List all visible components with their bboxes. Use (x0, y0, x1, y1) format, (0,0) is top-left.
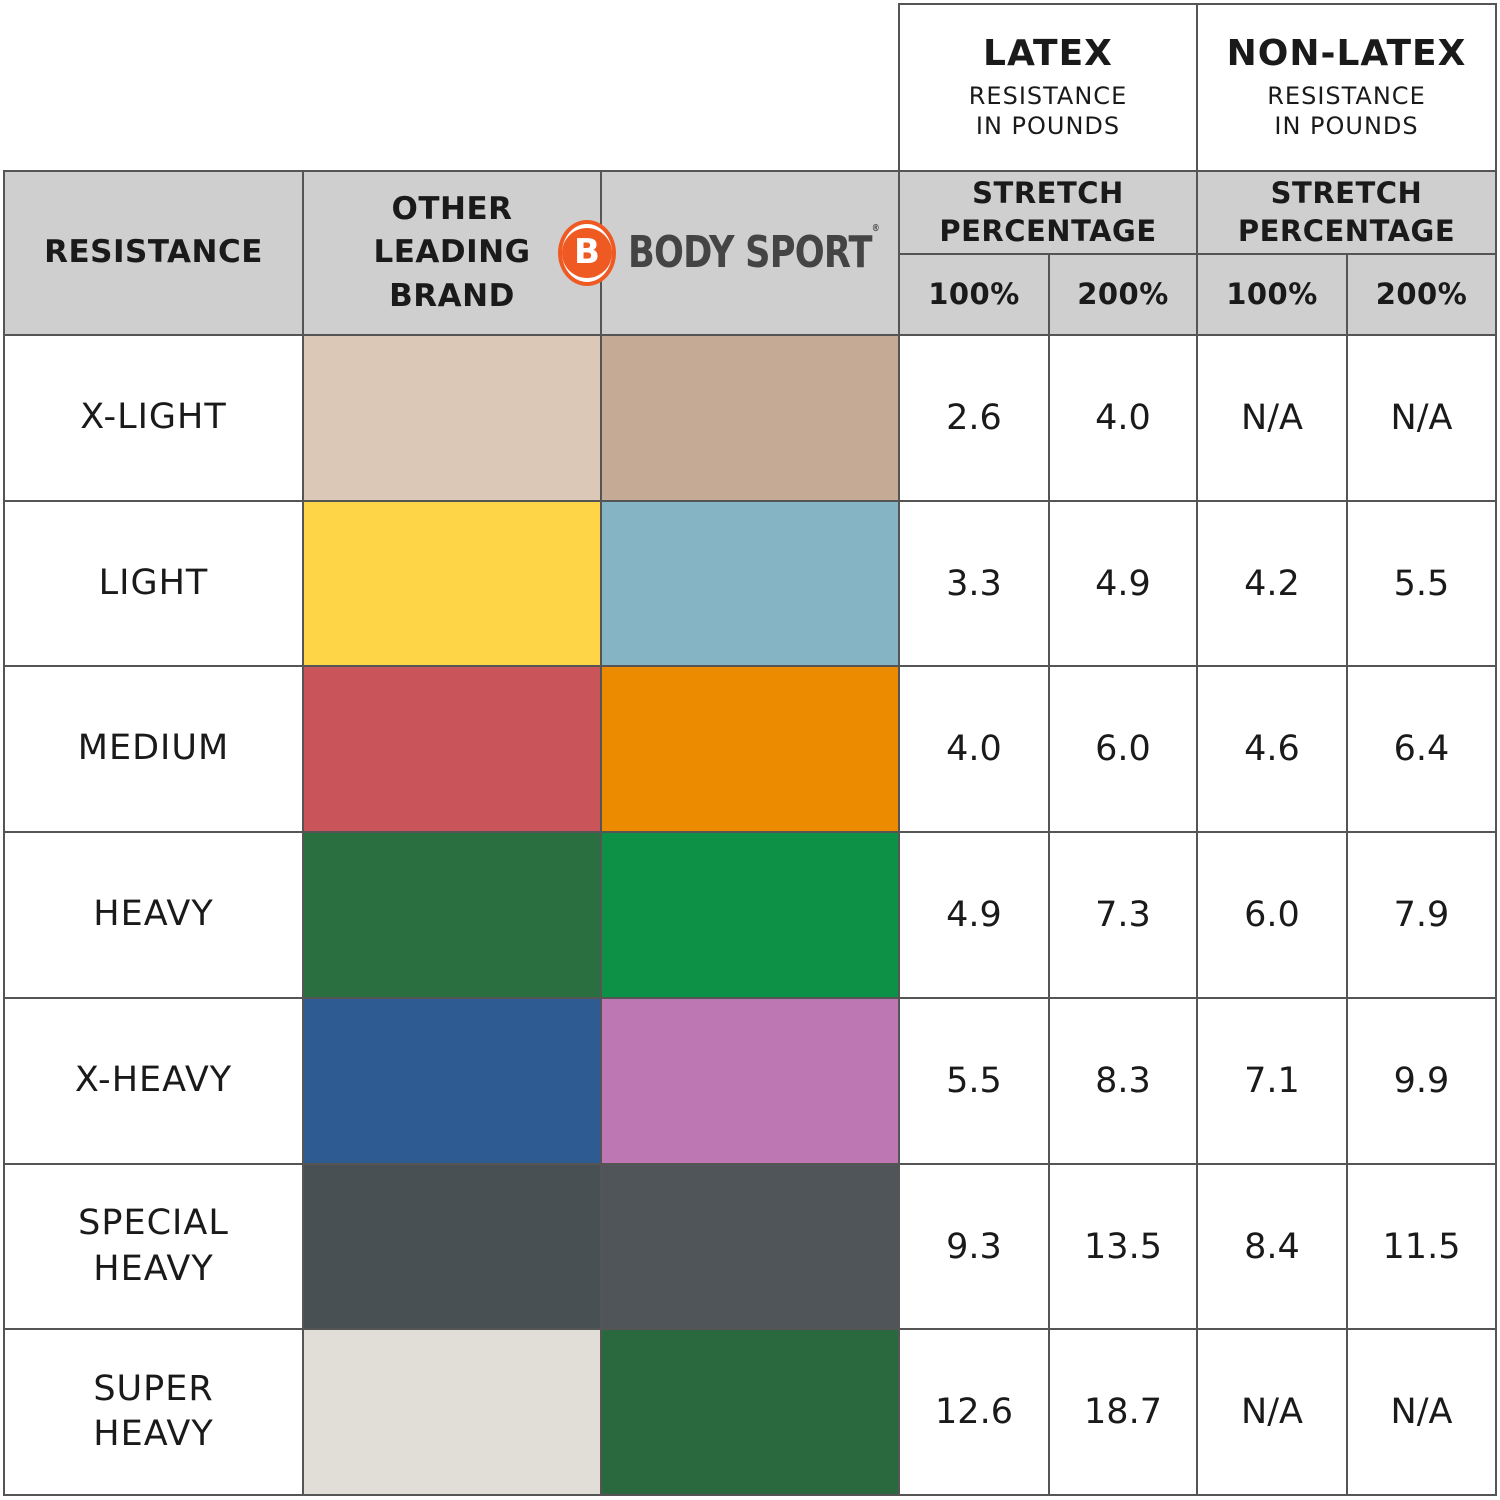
bodysport-color-swatch (600, 1328, 900, 1496)
group-header-latex: LATEX RESISTANCE IN POUNDS (898, 3, 1198, 172)
stretch-line: STRETCH (972, 175, 1124, 210)
resistance-value: 7.9 (1346, 831, 1497, 999)
resistance-value: 8.4 (1196, 1163, 1348, 1330)
bodysport-color-swatch (600, 831, 900, 999)
group-subtitle-latex: RESISTANCE IN POUNDS (969, 81, 1127, 141)
resistance-value: 7.1 (1196, 997, 1348, 1165)
resistance-value: N/A (1196, 1328, 1348, 1496)
resistance-value: 18.7 (1048, 1328, 1198, 1496)
bodysport-color-swatch (600, 334, 900, 502)
resistance-value: 4.9 (1048, 500, 1198, 667)
resistance-value: N/A (1346, 334, 1497, 502)
bodysport-color-swatch (600, 997, 900, 1165)
resistance-value: 2.6 (898, 334, 1050, 502)
bodysport-logo-icon: B (558, 220, 617, 286)
resistance-label-line: LIGHT (98, 562, 209, 603)
header-non-latex-100: 100% (1196, 253, 1348, 336)
resistance-label: SPECIAL HEAVY (3, 1163, 304, 1330)
resistance-label-line: SPECIAL (78, 1203, 229, 1243)
resistance-label-line: MEDIUM (77, 728, 230, 769)
resistance-value: 4.0 (898, 665, 1050, 833)
bodysport-logo-letter: B (562, 228, 613, 278)
stretch-line: STRETCH (1270, 175, 1423, 210)
resistance-value: 9.3 (898, 1163, 1050, 1330)
other-brand-color-swatch (302, 334, 602, 502)
resistance-value: 11.5 (1346, 1163, 1497, 1330)
resistance-value: 8.3 (1048, 997, 1198, 1165)
resistance-label-line: HEAVY (93, 1248, 214, 1289)
other-brand-color-swatch (302, 997, 602, 1165)
resistance-label-line: X-LIGHT (80, 397, 227, 438)
header-latex-stretch: STRETCH PERCENTAGE (898, 170, 1198, 255)
resistance-label: X-HEAVY (3, 997, 304, 1165)
other-brand-color-swatch (302, 665, 602, 833)
resistance-value: 13.5 (1048, 1163, 1198, 1330)
resistance-label-line: X-HEAVY (74, 1060, 233, 1101)
other-brand-color-swatch (302, 1328, 602, 1496)
resistance-value: 4.0 (1048, 334, 1198, 502)
resistance-value: 5.5 (1346, 500, 1497, 667)
resistance-value: 6.4 (1346, 665, 1497, 833)
resistance-label: MEDIUM (3, 665, 304, 833)
resistance-value: N/A (1346, 1328, 1497, 1496)
bodysport-name: BODY SPORT (628, 227, 873, 279)
pct-label: 100% (1226, 277, 1318, 312)
resistance-label-line: SUPER (93, 1368, 214, 1409)
group-subtitle-line: RESISTANCE (1267, 82, 1426, 111)
stretch-line: PERCENTAGE (1237, 213, 1456, 248)
resistance-value: 4.6 (1196, 665, 1348, 833)
header-non-latex-stretch: STRETCH PERCENTAGE (1196, 170, 1497, 255)
resistance-label: HEAVY (3, 831, 304, 999)
resistance-value: 9.9 (1346, 997, 1497, 1165)
header-non-latex-200: 200% (1346, 253, 1497, 336)
pct-label: 100% (928, 277, 1020, 312)
bodysport-color-swatch (600, 1163, 900, 1330)
other-brand-color-swatch (302, 500, 602, 667)
header-other-brand-line: BRAND (389, 277, 515, 314)
resistance-value: 6.0 (1196, 831, 1348, 999)
stretch-line: PERCENTAGE (939, 213, 1157, 248)
header-resistance: RESISTANCE (3, 170, 304, 336)
resistance-value: 7.3 (1048, 831, 1198, 999)
group-subtitle-line: RESISTANCE (968, 82, 1128, 111)
resistance-value: 6.0 (1048, 665, 1198, 833)
resistance-label-line: HEAVY (93, 1414, 214, 1454)
pct-label: 200% (1375, 277, 1468, 312)
group-subtitle-line: IN POUNDS (975, 112, 1121, 141)
bodysport-logo-text: BODY SPORT® (628, 222, 880, 284)
header-latex-200: 200% (1048, 253, 1198, 336)
other-brand-color-swatch (302, 831, 602, 999)
resistance-value: 12.6 (898, 1328, 1050, 1496)
header-resistance-label: RESISTANCE (44, 234, 263, 271)
resistance-value: 5.5 (898, 997, 1050, 1165)
header-latex-100: 100% (898, 253, 1050, 336)
group-subtitle-line: IN POUNDS (1274, 112, 1419, 141)
resistance-value: N/A (1196, 334, 1348, 502)
group-subtitle-non-latex: RESISTANCE IN POUNDS (1267, 81, 1425, 141)
header-other-brand-line: LEADING (373, 234, 531, 271)
bodysport-color-swatch (600, 500, 900, 667)
bodysport-reg-mark: ® (871, 223, 880, 235)
resistance-value: 3.3 (898, 500, 1050, 667)
resistance-label: SUPER HEAVY (3, 1328, 304, 1496)
resistance-value: 4.9 (898, 831, 1050, 999)
resistance-label: LIGHT (3, 500, 304, 667)
resistance-value: 4.2 (1196, 500, 1348, 667)
group-title-latex: LATEX (983, 32, 1113, 74)
resistance-label-line: HEAVY (93, 894, 214, 935)
bodysport-color-swatch (600, 665, 900, 833)
group-title-non-latex: NON-LATEX (1226, 32, 1467, 74)
header-other-brand-line: OTHER (391, 190, 513, 227)
other-brand-color-swatch (302, 1163, 602, 1330)
header-bodysport-logo: B BODY SPORT® (558, 170, 900, 336)
group-header-non-latex: NON-LATEX RESISTANCE IN POUNDS (1196, 3, 1497, 172)
pct-label: 200% (1077, 277, 1169, 312)
resistance-label: X-LIGHT (3, 334, 304, 502)
header-other-brand: OTHER LEADING BRAND (302, 170, 602, 336)
